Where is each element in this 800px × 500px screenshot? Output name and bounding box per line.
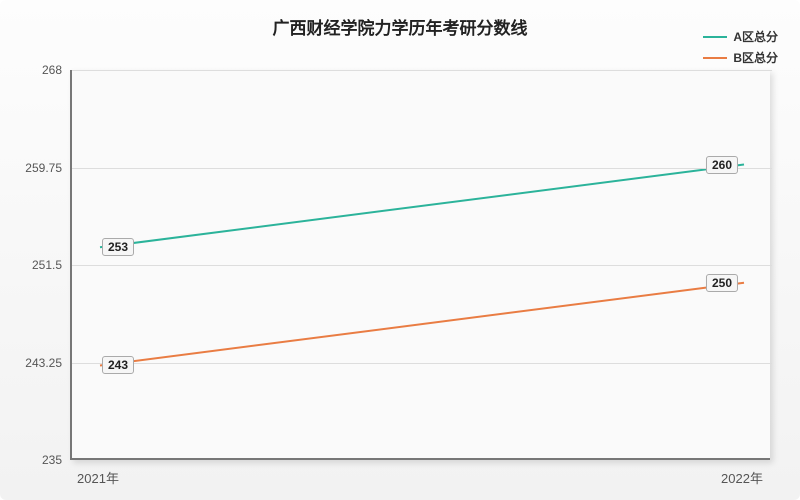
series-line: [100, 283, 744, 366]
value-callout: 243: [102, 356, 134, 374]
xtick-label: 2022年: [721, 468, 763, 487]
chart-title: 广西财经学院力学历年考研分数线: [273, 14, 528, 39]
legend-label-b: B区总分: [733, 49, 778, 66]
legend-swatch-b: [703, 57, 727, 59]
gridline-h: [72, 168, 772, 169]
ytick-label: 251.5: [7, 258, 62, 272]
gridline-h: [72, 265, 772, 266]
value-callout: 260: [706, 156, 738, 174]
chart-container: 广西财经学院力学历年考研分数线 A区总分 B区总分 235 243.25 251.5…: [0, 0, 800, 500]
legend-item-b: B区总分: [703, 49, 778, 66]
legend: A区总分 B区总分: [703, 28, 778, 70]
ytick-label: 259.75: [7, 161, 62, 175]
legend-swatch-a: [703, 36, 727, 38]
ytick-label: 243.25: [7, 356, 62, 370]
gridline-h: [72, 70, 772, 71]
value-callout: 250: [706, 274, 738, 292]
plot-area: [70, 70, 770, 460]
ytick-label: 235: [7, 453, 62, 467]
series-line: [100, 165, 744, 248]
value-callout: 253: [102, 238, 134, 256]
legend-label-a: A区总分: [733, 28, 778, 45]
legend-item-a: A区总分: [703, 28, 778, 45]
gridline-h: [72, 363, 772, 364]
ytick-label: 268: [7, 63, 62, 77]
xtick-label: 2021年: [77, 468, 119, 487]
